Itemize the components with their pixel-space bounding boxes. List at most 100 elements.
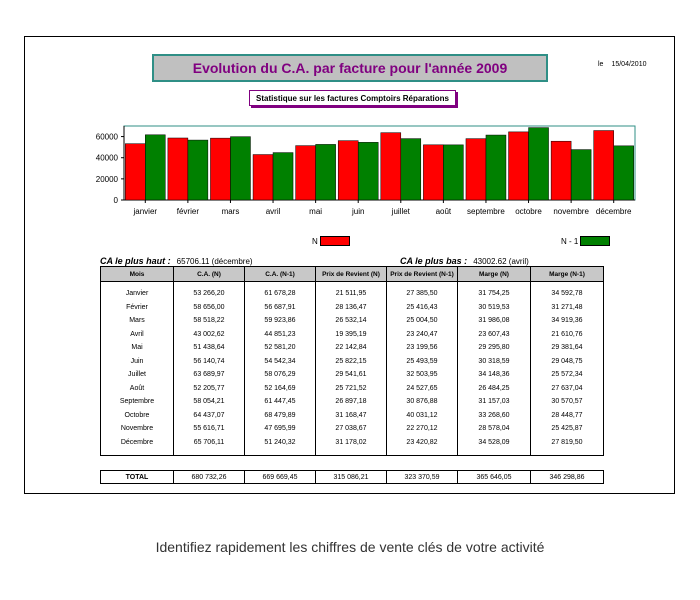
value-cell: 25 004,50 <box>386 314 458 328</box>
x-tick-label: mars <box>222 207 240 216</box>
month-cell: Août <box>100 381 174 395</box>
month-cell: Juillet <box>100 368 174 382</box>
y-tick-label: 0 <box>114 196 119 205</box>
value-cell: 25 425,87 <box>530 422 604 436</box>
y-tick-label: 60000 <box>96 133 119 142</box>
value-cell: 68 479,89 <box>244 408 316 422</box>
bar-previous <box>570 149 592 201</box>
legend-current: N <box>312 236 350 246</box>
total-value: 323 370,59 <box>386 470 458 484</box>
value-cell: 24 527,65 <box>386 381 458 395</box>
legend-current-swatch <box>319 236 350 246</box>
value-cell: 40 031,12 <box>386 408 458 422</box>
bar-current <box>125 143 146 201</box>
value-cell: 23 607,43 <box>457 327 531 341</box>
month-cell: Novembre <box>100 422 174 436</box>
value-cell: 31 986,08 <box>457 314 531 328</box>
bar-current <box>465 138 487 201</box>
bar-current <box>508 131 529 201</box>
table-row: Avril 43 002,62 44 851,23 19 395,19 23 240,4… <box>100 327 604 341</box>
table-row: Juin 56 140,74 54 542,34 25 822,15 25 493,59… <box>100 354 604 368</box>
value-cell: 27 038,67 <box>315 422 387 436</box>
total-label: TOTAL <box>100 470 174 484</box>
bar-current <box>550 140 572 201</box>
x-tick-label: août <box>436 207 452 216</box>
lowest-revenue-label: CA le plus bas : <box>400 256 468 266</box>
date-value: 15/04/2010 <box>611 61 647 68</box>
month-cell: Février <box>100 300 174 314</box>
table-row: Décembre 65 706,11 51 240,32 31 178,02 23 42… <box>100 435 604 456</box>
value-cell: 28 578,04 <box>457 422 531 436</box>
value-cell: 30 876,88 <box>386 395 458 409</box>
month-cell: Mars <box>100 314 174 328</box>
column-header: Prix de Revient (N) <box>315 266 387 282</box>
month-cell: Mai <box>100 341 174 355</box>
bar-current <box>210 137 231 201</box>
bar-previous <box>357 142 379 201</box>
x-tick-label: janvier <box>133 207 158 216</box>
value-cell: 25 416,43 <box>386 300 458 314</box>
y-tick-label: 20000 <box>96 175 119 184</box>
value-cell: 58 054,21 <box>173 395 245 409</box>
value-cell: 52 205,77 <box>173 381 245 395</box>
x-tick-label: septembre <box>467 207 505 216</box>
report-title: Evolution du C.A. par facture pour l'ann… <box>152 54 548 82</box>
bar-current <box>252 154 274 201</box>
bar-previous <box>272 152 294 201</box>
value-cell: 31 168,47 <box>315 408 387 422</box>
value-cell: 31 178,02 <box>315 435 387 456</box>
value-cell: 25 822,15 <box>315 354 387 368</box>
value-cell: 25 493,59 <box>386 354 458 368</box>
value-cell: 51 240,32 <box>244 435 316 456</box>
table-row: Septembre 58 054,21 61 447,45 26 897,18 30 8… <box>100 395 604 409</box>
value-cell: 54 542,34 <box>244 354 316 368</box>
bar-current <box>167 137 189 201</box>
month-cell: Décembre <box>100 435 174 456</box>
lowest-revenue-value: 43002.62 (avril) <box>473 257 529 266</box>
legend-previous: N - 1 <box>561 236 611 246</box>
value-cell: 30 318,59 <box>457 354 531 368</box>
value-cell: 29 541,61 <box>315 368 387 382</box>
table-row: Juillet 63 689,97 58 076,29 29 541,61 32 503… <box>100 368 604 382</box>
x-tick-label: février <box>177 207 200 216</box>
value-cell: 27 385,50 <box>386 281 458 301</box>
bar-previous <box>145 134 166 201</box>
value-cell: 34 592,78 <box>530 281 604 301</box>
legend-previous-label: N - 1 <box>561 236 579 246</box>
monthly-table: Mois C.A. (N) C.A. (N-1) Prix de Revient (N… <box>100 266 604 456</box>
value-cell: 22 142,84 <box>315 341 387 355</box>
bar-previous <box>187 139 209 201</box>
value-cell: 26 897,18 <box>315 395 387 409</box>
plot-area <box>123 125 636 201</box>
bar-previous <box>485 134 507 201</box>
lowest-revenue: CA le plus bas : 43002.62 (avril) <box>400 256 529 266</box>
value-cell: 34 528,09 <box>457 435 531 456</box>
highest-revenue-label: CA le plus haut : <box>100 256 171 266</box>
bar-current <box>593 130 614 201</box>
value-cell: 26 484,25 <box>457 381 531 395</box>
value-cell: 29 381,64 <box>530 341 604 355</box>
table-row: Août 52 205,77 52 164,69 25 721,52 24 527,65… <box>100 381 604 395</box>
value-cell: 44 851,23 <box>244 327 316 341</box>
x-tick-label: novembre <box>553 207 589 216</box>
value-cell: 28 448,77 <box>530 408 604 422</box>
x-tick-label: mai <box>309 207 322 216</box>
bar-previous <box>528 127 549 201</box>
value-cell: 34 919,36 <box>530 314 604 328</box>
bar-previous <box>315 144 336 201</box>
highest-revenue-value: 65706.11 (décembre) <box>176 257 253 266</box>
column-header: C.A. (N-1) <box>244 266 316 282</box>
value-cell: 61 447,45 <box>244 395 316 409</box>
value-cell: 23 240,47 <box>386 327 458 341</box>
bar-current <box>337 140 359 201</box>
value-cell: 28 136,47 <box>315 300 387 314</box>
value-cell: 27 819,50 <box>530 435 604 456</box>
value-cell: 30 570,57 <box>530 395 604 409</box>
value-cell: 23 420,82 <box>386 435 458 456</box>
value-cell: 51 438,64 <box>173 341 245 355</box>
report-date: le 15/04/2010 <box>598 61 655 68</box>
bar-current <box>423 144 444 201</box>
revenue-bar-chart: 0 20000 40000 60000 janvier février mars avril m… <box>96 125 636 216</box>
value-cell: 64 437,07 <box>173 408 245 422</box>
table-row: Janvier 53 266,20 61 678,28 21 511,95 27 385… <box>100 281 604 301</box>
